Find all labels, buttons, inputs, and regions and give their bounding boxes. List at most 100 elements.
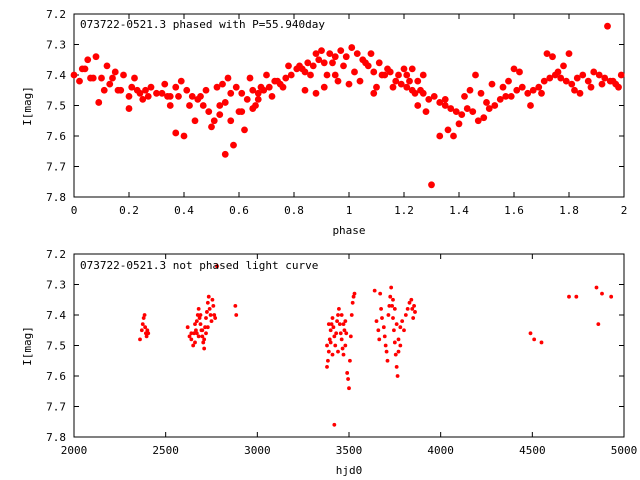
data-point [193, 340, 197, 345]
data-point [348, 358, 352, 363]
data-point [601, 74, 609, 82]
data-point [450, 132, 457, 140]
data-point [203, 325, 207, 330]
data-point [336, 313, 340, 317]
data-point [204, 316, 208, 320]
data-point [463, 105, 471, 112]
data-point [407, 300, 412, 305]
data-point [95, 99, 103, 106]
data-point [342, 53, 350, 61]
data-point [342, 328, 347, 333]
data-point [392, 328, 396, 333]
data-point [411, 89, 419, 97]
data-point [391, 316, 395, 320]
data-point [447, 105, 455, 112]
data-point [185, 325, 190, 330]
data-point [343, 343, 348, 348]
data-point [596, 322, 601, 327]
data-point [351, 294, 356, 299]
data-point [192, 331, 196, 336]
data-point [325, 364, 329, 369]
y-tick-label: 7.8 [46, 191, 66, 204]
data-point [400, 319, 405, 323]
data-point [529, 86, 537, 94]
data-point [282, 74, 290, 82]
data-point [131, 74, 138, 82]
data-point [221, 99, 229, 106]
data-point [195, 313, 200, 317]
data-point [346, 377, 350, 381]
y-tick-label: 7.3 [46, 279, 66, 292]
data-point [370, 68, 378, 76]
y-tick-label: 7.5 [46, 340, 66, 353]
data-point [106, 80, 114, 88]
data-point [177, 77, 185, 85]
data-point [213, 316, 218, 320]
data-point [301, 86, 309, 94]
data-point [183, 86, 191, 94]
data-point [216, 111, 224, 119]
data-point [76, 77, 83, 85]
data-point [143, 325, 148, 330]
y-tick-label: 7.7 [46, 401, 66, 414]
data-point [202, 86, 210, 94]
data-point [196, 334, 201, 339]
data-point [103, 62, 111, 70]
data-point [142, 86, 149, 94]
data-point [158, 89, 166, 97]
data-point [560, 62, 567, 70]
data-point [175, 92, 182, 100]
data-point [474, 117, 482, 125]
data-point [194, 328, 198, 333]
y-tick-label: 7.2 [46, 8, 66, 21]
data-point [246, 74, 254, 82]
data-point [197, 92, 204, 100]
data-point [274, 77, 281, 85]
data-point [339, 337, 344, 342]
x-axis-label: phase [332, 224, 365, 237]
data-point [147, 83, 155, 91]
data-point [330, 316, 335, 320]
data-point [210, 297, 215, 302]
data-point [414, 77, 422, 85]
y-tick-label: 7.6 [46, 370, 66, 383]
data-point [406, 77, 413, 85]
data-point [325, 343, 329, 348]
data-point [609, 294, 614, 299]
data-point [466, 86, 474, 94]
data-point [84, 56, 92, 64]
data-point [337, 47, 345, 54]
data-point [139, 328, 144, 333]
data-point [341, 352, 346, 357]
data-point [615, 83, 622, 91]
x-tick-label: 0.2 [119, 204, 139, 217]
data-point [341, 322, 346, 327]
data-point [92, 53, 100, 61]
data-point [180, 132, 188, 140]
data-point [139, 96, 147, 103]
data-point [331, 53, 339, 61]
x-tick-label: 2500 [152, 444, 179, 457]
data-point [502, 92, 510, 100]
data-point [507, 92, 515, 100]
data-point [436, 132, 444, 140]
data-point [202, 346, 207, 351]
data-points [138, 264, 614, 427]
data-point [191, 117, 199, 125]
data-point [562, 77, 570, 85]
data-point [379, 307, 383, 311]
x-tick-label: 4500 [519, 444, 546, 457]
data-point [378, 71, 386, 79]
data-point [352, 291, 357, 296]
data-point [505, 77, 512, 85]
data-point [402, 328, 406, 333]
data-point [389, 285, 394, 290]
data-point [372, 288, 377, 293]
data-point [326, 322, 331, 327]
y-axis: 7.2 7.3 7.4 7.5 7.6 7.7 7.8 [46, 248, 624, 444]
data-point [334, 77, 342, 85]
x-tick-label: 1.2 [394, 204, 414, 217]
x-tick-label: 3500 [336, 444, 363, 457]
y-axis-label: I[mag] [21, 326, 34, 366]
data-point [377, 337, 382, 342]
